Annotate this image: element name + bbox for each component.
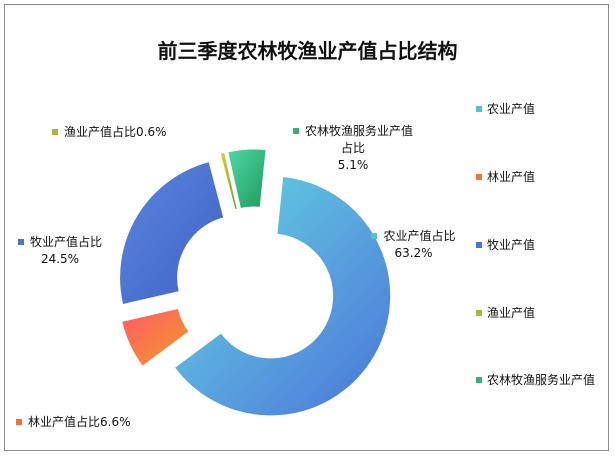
legend-husbandry-icon	[476, 242, 482, 248]
data-label-husbandry: 牧业产值占比 24.5%	[14, 234, 106, 268]
legend-fishery-icon	[476, 310, 482, 316]
services-marker-icon	[292, 128, 299, 134]
legend-item-husbandry: 牧业产值	[476, 237, 535, 254]
data-label-services: 农林牧渔服务业产值占比 5.1%	[290, 123, 416, 174]
slice-services	[227, 148, 267, 210]
data-label-forestry: 林业产值占比6.6%	[16, 414, 131, 431]
data-label-fishery: 渔业产值占比0.6%	[52, 124, 167, 141]
data-label-agriculture: 农业产值占比 63.2%	[366, 228, 461, 262]
fishery-marker-icon	[52, 129, 58, 135]
legend-item-fishery: 渔业产值	[476, 305, 535, 322]
legend-forestry-icon	[476, 174, 482, 180]
slice-forestry	[121, 307, 190, 367]
legend-agriculture-icon	[476, 106, 482, 112]
legend-item-agriculture: 农业产值	[476, 101, 535, 118]
agriculture-marker-icon	[371, 233, 378, 239]
slice-agriculture	[173, 175, 392, 417]
husbandry-marker-icon	[17, 239, 24, 245]
legend-item-forestry: 林业产值	[476, 169, 535, 186]
chart-title: 前三季度农林牧渔业产值占比结构	[157, 39, 458, 63]
slice-fishery	[219, 151, 238, 211]
forestry-marker-icon	[16, 419, 22, 425]
legend-item-services: 农林牧渔服务业产值	[476, 372, 601, 389]
legend-services-icon	[476, 377, 482, 383]
slice-husbandry	[119, 161, 225, 306]
